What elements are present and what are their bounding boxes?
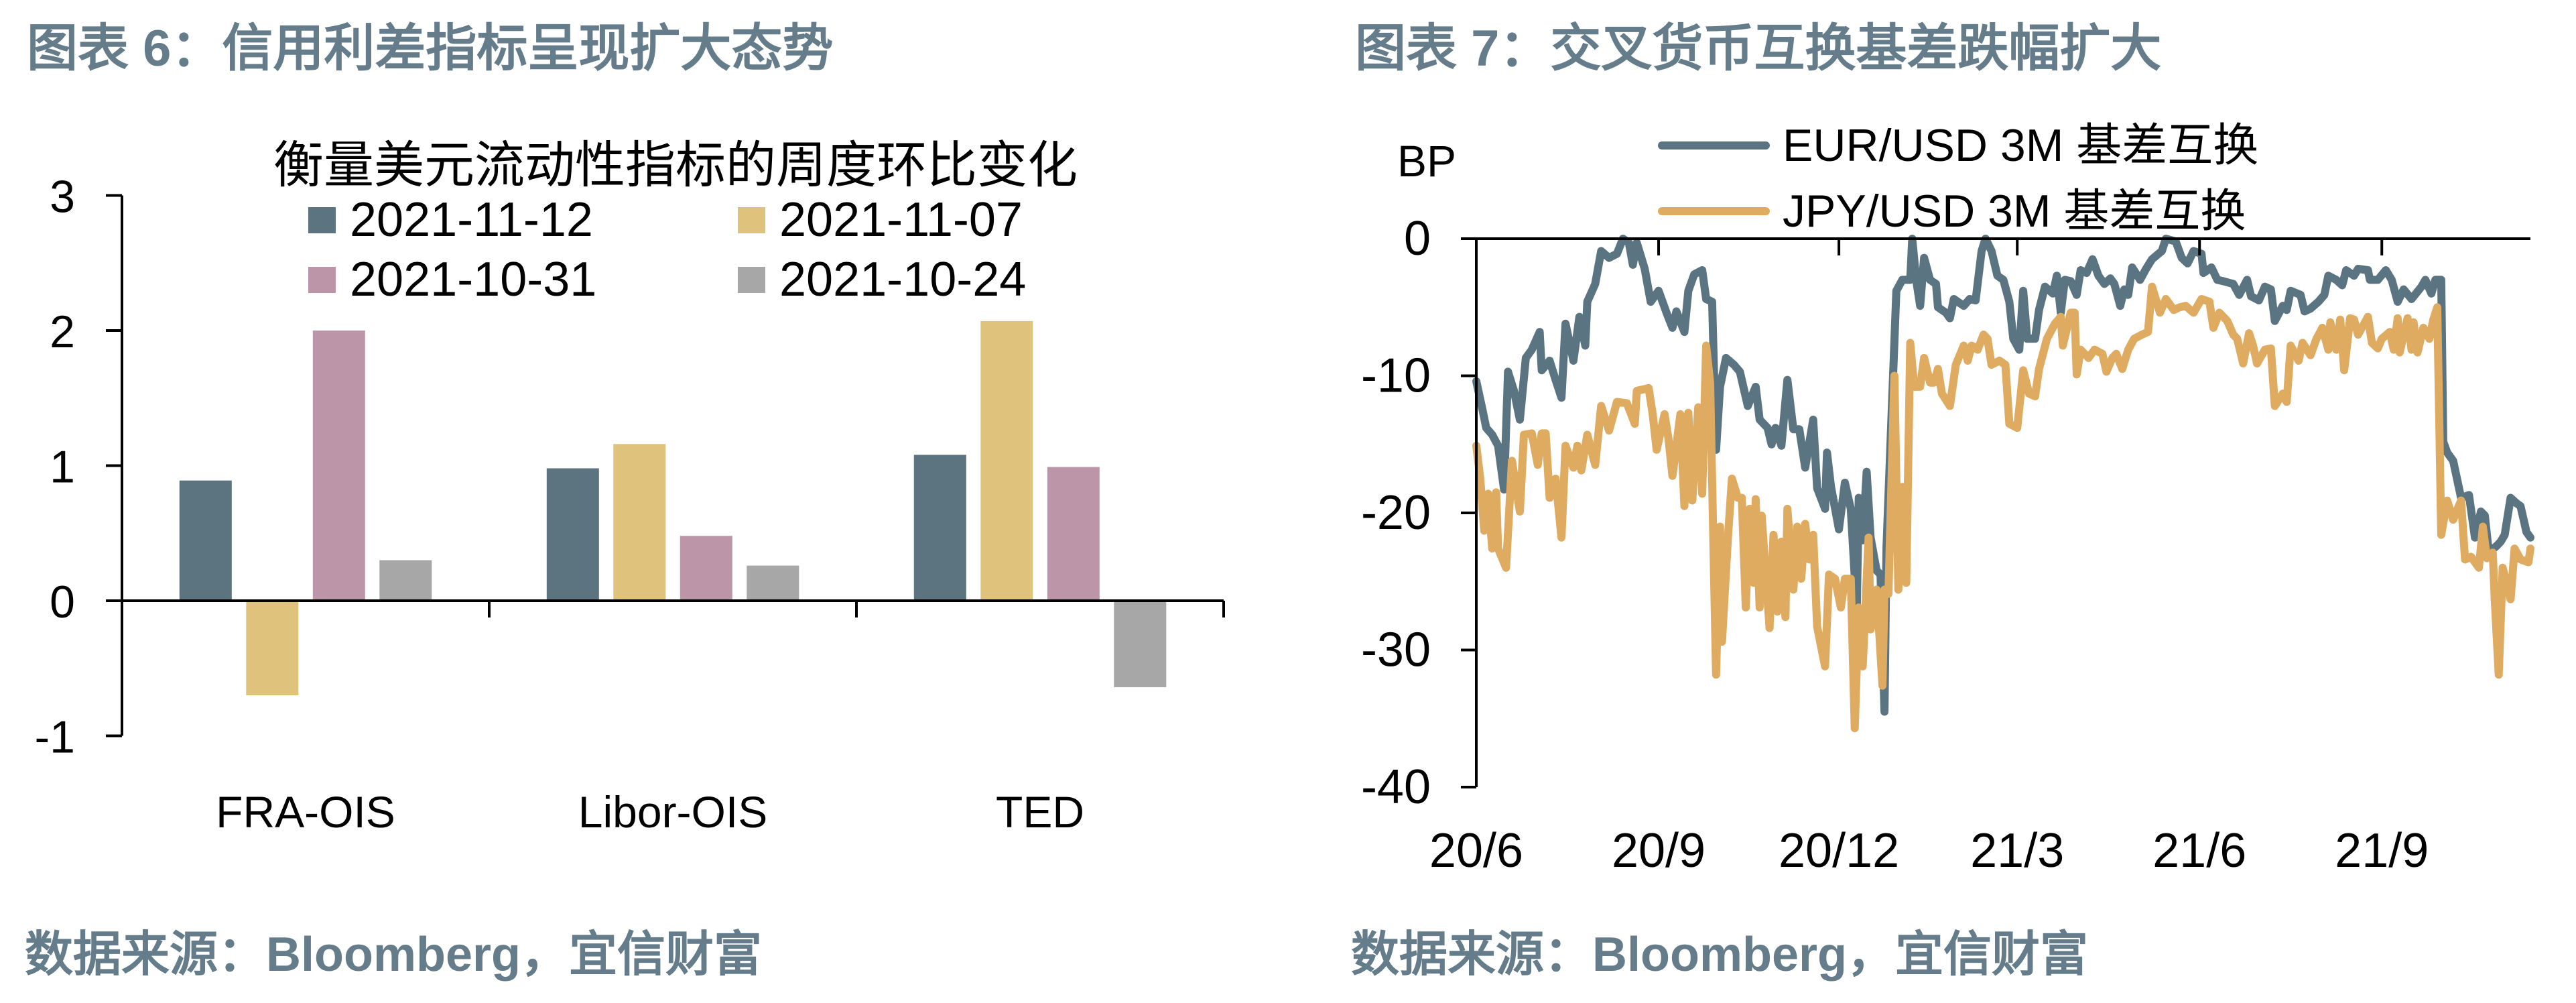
- panel-title-left: 图表 6：信用利差指标呈现扩大态势: [27, 20, 833, 77]
- y-tick-label: -20: [1361, 486, 1431, 540]
- bar-ted-2021-11-07: [980, 320, 1033, 601]
- bar-fra-ois-2021-10-31: [312, 331, 365, 601]
- bar-ted-2021-10-24: [1114, 601, 1167, 687]
- legend-item-jpy-usd-3m: JPY/USD 3M 基差互换: [1658, 186, 2246, 237]
- legend-label: 2021-11-07: [779, 193, 1023, 247]
- y-tick-label: 1: [50, 442, 75, 493]
- legend-label: 2021-11-12: [350, 193, 593, 247]
- bar-chart-title: 衡量美元流动性指标的周度环比变化: [273, 137, 1078, 193]
- legend-item-2021-10-24: 2021-10-24: [738, 253, 1026, 306]
- line-chart: 0 -10 -20 -30 -40 20/6 20/9 20/12 21/3 21/6 21/9 BP…: [1361, 120, 2534, 878]
- bar-libor-ois-2021-11-12: [546, 468, 599, 601]
- x-category-label: Libor-OIS: [578, 787, 767, 837]
- series-line-eur-usd-3m: [1472, 235, 2534, 716]
- y-tick-label: -30: [1361, 624, 1431, 677]
- x-tick-label: 21/6: [2152, 824, 2246, 878]
- source-note-left: 数据来源：Bloomberg，宜信财富: [25, 928, 762, 982]
- y-tick-label: 0: [50, 577, 75, 628]
- legend-label: 2021-10-31: [350, 253, 596, 306]
- bar-ted-2021-11-12: [913, 455, 966, 601]
- panel-title-right: 图表 7：交叉货币互换基差跌幅扩大: [1355, 20, 2161, 77]
- bar-libor-ois-2021-11-07: [613, 444, 666, 601]
- legend-item-2021-10-31: 2021-10-31: [308, 253, 596, 306]
- y-tick-label: -1: [35, 712, 75, 763]
- x-category-label: TED: [996, 787, 1084, 837]
- legend-item-eur-usd-3m: EUR/USD 3M 基差互换: [1658, 120, 2258, 171]
- source-note-right: 数据来源：Bloomberg，宜信财富: [1351, 928, 2088, 982]
- y-axis-unit-label: BP: [1397, 136, 1456, 186]
- left-panel: 图表 6：信用利差指标呈现扩大态势 衡量美元流动性指标的周度环比变化2021-1…: [25, 20, 1225, 982]
- x-tick-label: 20/12: [1779, 824, 1899, 878]
- x-tick-label: 21/3: [1970, 824, 2064, 878]
- x-tick-label: 21/9: [2335, 824, 2429, 878]
- bar-fra-ois-2021-11-12: [179, 480, 232, 601]
- legend-label: 2021-10-24: [779, 253, 1026, 306]
- legend-item-2021-11-12: 2021-11-12: [308, 193, 593, 247]
- bar-ted-2021-10-31: [1047, 467, 1100, 601]
- legend-swatch: [308, 207, 336, 233]
- x-category-label: FRA-OIS: [216, 787, 395, 837]
- legend-label: JPY/USD 3M 基差互换: [1783, 186, 2246, 237]
- bar-fra-ois-2021-11-07: [246, 601, 299, 695]
- y-tick-label: 2: [50, 306, 75, 357]
- right-panel: 图表 7：交叉货币互换基差跌幅扩大 0 -10 -20 -30 -40 20/6 20/9 2…: [1351, 20, 2534, 982]
- bar-fra-ois-2021-10-24: [379, 560, 432, 601]
- legend-swatch: [308, 267, 336, 293]
- y-tick-label: -40: [1361, 760, 1431, 814]
- legend-item-2021-11-07: 2021-11-07: [738, 193, 1023, 247]
- y-tick-label: 0: [1404, 212, 1431, 266]
- legend-label: EUR/USD 3M 基差互换: [1783, 120, 2258, 171]
- legend-swatch: [738, 267, 765, 293]
- bar-libor-ois-2021-10-31: [680, 536, 732, 601]
- y-tick-label: 3: [50, 172, 75, 223]
- x-tick-label: 20/6: [1429, 824, 1523, 878]
- legend-swatch: [738, 207, 765, 233]
- bar-libor-ois-2021-10-24: [747, 565, 799, 601]
- y-tick-label: -10: [1361, 349, 1431, 403]
- series-line-jpy-usd-3m: [1472, 282, 2534, 733]
- x-tick-label: 20/9: [1612, 824, 1705, 878]
